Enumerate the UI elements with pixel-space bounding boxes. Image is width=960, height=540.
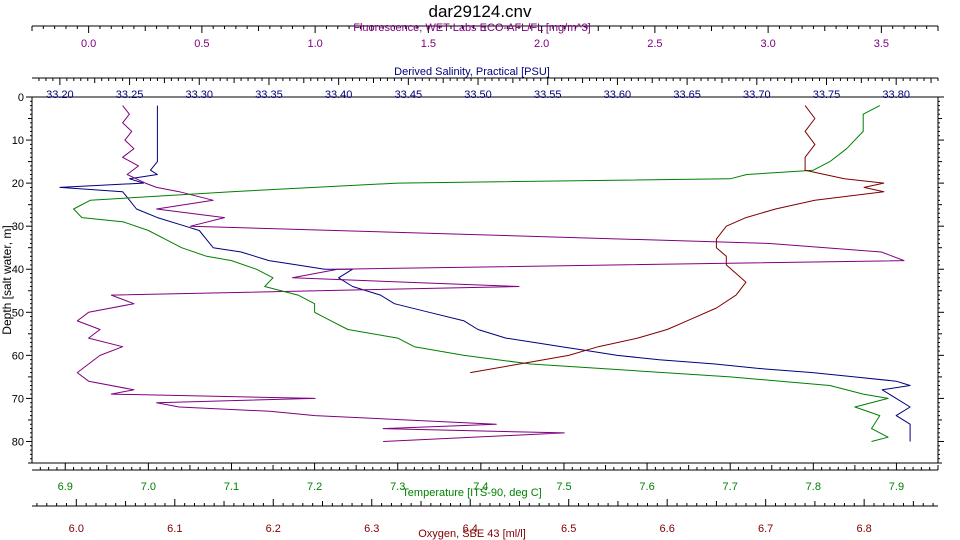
temperature-tick-label: 7.7 [723,481,738,493]
oxygen-tick-label: 6.4 [463,523,478,535]
oxygen-tick-label: 6.7 [758,523,773,535]
salinity-tick-label: 33.25 [116,89,144,101]
oxygen-tick-label: 6.8 [856,523,871,535]
fluorescence-tick-label: 3.5 [874,38,889,50]
salinity-tick-label: 33.30 [185,89,213,101]
oxygen-series-line [470,105,885,374]
y-tick-label: 80 [12,436,24,448]
oxygen-tick-label: 6.5 [561,523,576,535]
temperature-tick-label: 7.1 [224,481,239,493]
temperature-tick-label: 7.2 [307,481,322,493]
y-tick-label: 0 [18,92,24,104]
oxygen-tick-label: 6.3 [364,523,379,535]
y-axis-label: Depth [salt water, m] [0,225,14,334]
y-tick-label: 10 [12,135,24,147]
fluorescence-axis-label: Fluorescence, WET Labs ECO-AFL/FL [mg/m^… [353,22,590,34]
salinity-series-line [59,105,911,442]
salinity-tick-label: 33.65 [673,89,701,101]
fluorescence-tick-label: 2.0 [534,38,549,50]
salinity-axis-label: Derived Salinity, Practical [PSU] [394,66,550,78]
y-tick-label: 70 [12,393,24,405]
temperature-tick-label: 7.8 [806,481,821,493]
salinity-tick-label: 33.50 [464,89,492,101]
temperature-tick-label: 6.9 [58,481,73,493]
temperature-tick-label: 7.4 [473,481,488,493]
chart-title: dar29124.cnv [428,2,532,21]
fluorescence-series-line [76,105,905,442]
salinity-tick-label: 33.70 [743,89,771,101]
salinity-tick-label: 33.45 [395,89,423,101]
salinity-tick-label: 33.35 [255,89,283,101]
y-tick-label: 50 [12,307,24,319]
fluorescence-tick-label: 1.0 [307,38,322,50]
temperature-axis-label: Temperature [ITS-90, deg C] [402,487,541,499]
salinity-tick-label: 33.40 [325,89,353,101]
series-group [59,105,911,442]
oxygen-tick-label: 6.1 [167,523,182,535]
oxygen-tick-label: 6.6 [660,523,675,535]
y-tick-label: 20 [12,178,24,190]
salinity-tick-label: 33.20 [46,89,74,101]
y-tick-label: 60 [12,350,24,362]
y-tick-label: 40 [12,264,24,276]
salinity-tick-label: 33.60 [604,89,632,101]
plot-frame [31,96,939,464]
temperature-tick-label: 7.0 [141,481,156,493]
fluorescence-tick-label: 0.0 [81,38,96,50]
oxygen-tick-label: 6.0 [69,523,84,535]
fluorescence-tick-label: 1.5 [421,38,436,50]
salinity-tick-label: 33.80 [882,89,910,101]
fluorescence-tick-label: 2.5 [647,38,662,50]
temperature-tick-label: 7.9 [889,481,904,493]
temperature-series-line [73,105,889,442]
fluorescence-tick-label: 0.5 [194,38,209,50]
temperature-tick-label: 7.3 [390,481,405,493]
oxygen-axis-label: Oxygen, SBE 43 [ml/l] [418,528,526,540]
y-tick-label: 30 [12,221,24,233]
salinity-tick-label: 33.75 [813,89,841,101]
temperature-tick-label: 7.5 [556,481,571,493]
temperature-tick-label: 7.6 [639,481,654,493]
salinity-tick-label: 33.55 [534,89,562,101]
oxygen-tick-label: 6.2 [266,523,281,535]
fluorescence-tick-label: 3.0 [760,38,775,50]
axes-group: 0 10 20 30 40 50 60 70 80 Depth [salt water, m] 0.… [0,22,944,540]
